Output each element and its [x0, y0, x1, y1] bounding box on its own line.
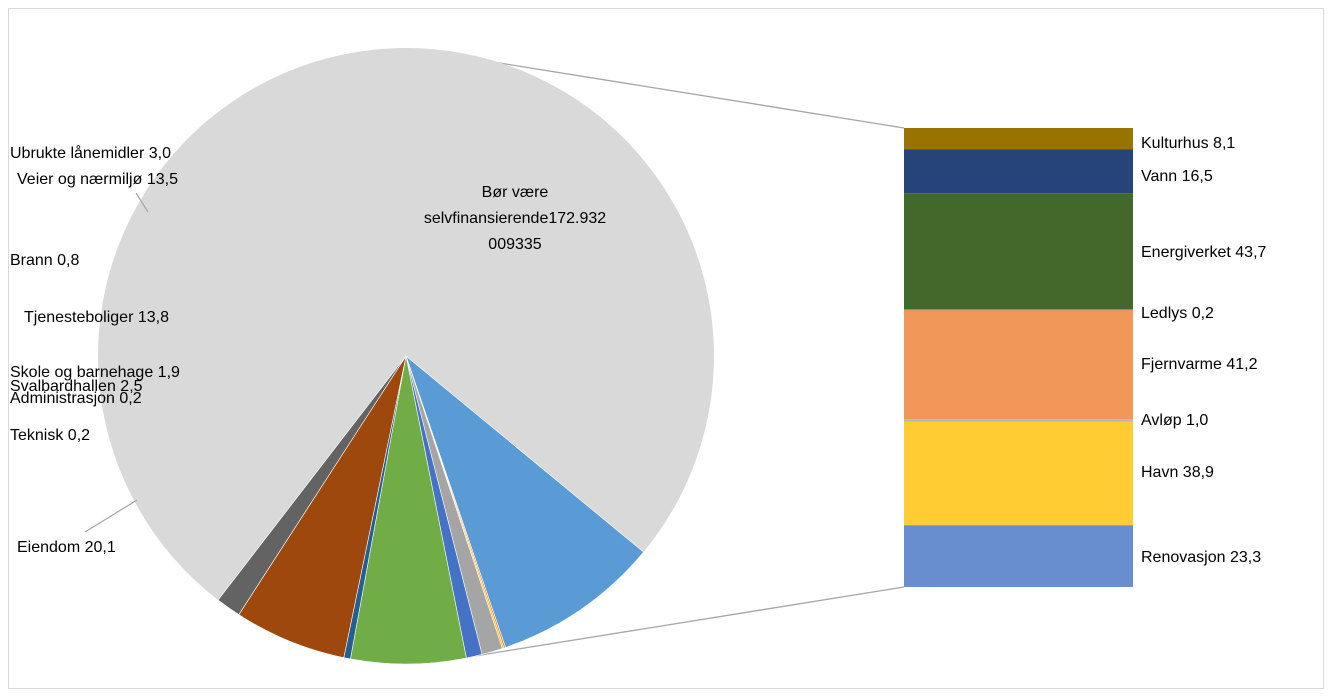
stacked-bar	[904, 128, 1133, 587]
pie	[97, 48, 714, 665]
bar-segment-fjernvarme	[904, 309, 1133, 420]
pie-label-teknisk: Teknisk 0,2	[10, 427, 90, 444]
data-labels: Renovasjon 23,3 Havn 38,9 Avløp 1,0 Fjernva…	[10, 135, 1267, 566]
bar-label-energiverket: Energiverket 43,7	[1141, 244, 1267, 261]
bar-segment-kulturhus	[904, 128, 1133, 150]
connector-line-top	[455, 55, 905, 129]
bar-segment-energiverket	[904, 193, 1133, 310]
pie-slice-bor-vaere-selvfinansierende	[97, 48, 714, 601]
pie-slice-eiendom	[405, 355, 644, 648]
bar-segment-avlop	[904, 419, 1133, 422]
pie-label-svalbardhallen: Svalbardhallen 2,5	[10, 378, 143, 395]
pie-label-brann: Brann 0,8	[10, 252, 79, 269]
leader-line-veier	[135, 192, 149, 213]
bar-label-ledlys: Ledlys 0,2	[1141, 305, 1214, 322]
pie-label-tjenesteboliger: Tjenesteboliger 13,8	[24, 309, 169, 326]
pie-label-ubrukte-lanemidler: Ubrukte lånemidler 3,0	[10, 144, 171, 162]
pie-slice-ubrukte-lanemidler	[217, 355, 407, 616]
bar-label-fjernvarme: Fjernvarme 41,2	[1141, 356, 1258, 373]
connector-line-bottom	[455, 586, 905, 660]
bar-label-avlop: Avløp 1,0	[1141, 412, 1208, 429]
pie-label-bor-vaere-selvfinansierende: Bør være selvfinansierende172.932 009335	[424, 184, 606, 253]
bar-segment-havn	[904, 421, 1133, 526]
pie-label-skole-og-barnehage: Skole og barnehage 1,9	[10, 364, 180, 381]
bar-label-kulturhus: Kulturhus 8,1	[1141, 135, 1235, 152]
bar-label-vann: Vann 16,5	[1141, 168, 1213, 185]
leader-line-eiendom	[84, 499, 138, 533]
bar-label-renovasjon: Renovasjon 23,3	[1141, 549, 1261, 566]
pie-label-administrasjon: Administrasjon 0,2	[10, 390, 142, 407]
pie-label-veier-og-naermiljo: Veier og nærmiljø 13,5	[17, 171, 178, 188]
bar-label-havn: Havn 38,9	[1141, 464, 1214, 481]
connector-lines	[455, 55, 905, 660]
bar-segment-vann	[904, 149, 1133, 194]
leader-lines	[84, 192, 149, 533]
bar-segment-renovasjon	[904, 525, 1133, 587]
bar-segment-ledlys	[904, 309, 1133, 311]
pie-label-eiendom: Eiendom 20,1	[17, 539, 116, 556]
